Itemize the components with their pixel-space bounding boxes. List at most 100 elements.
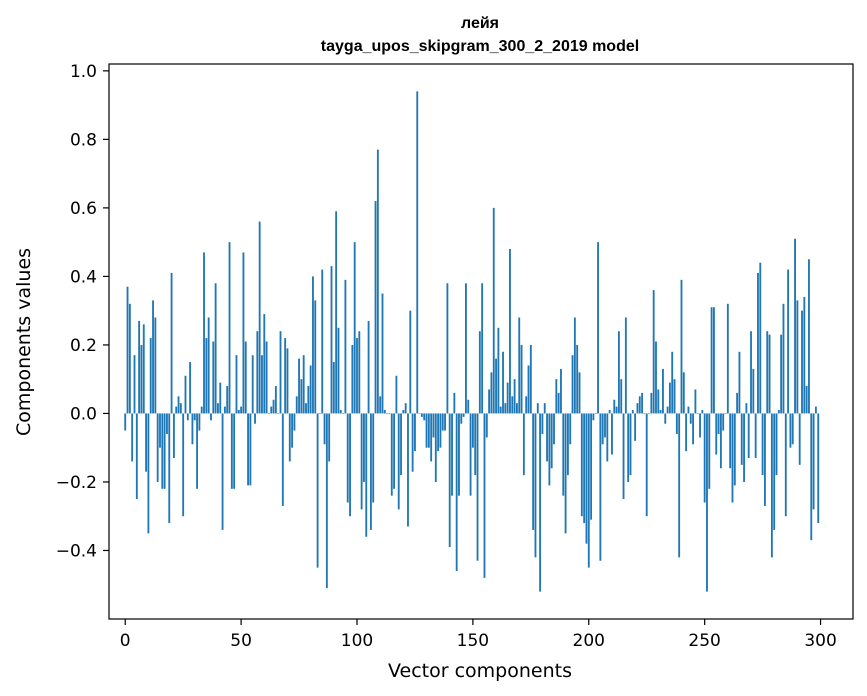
y-tick-label: −0.4 [56, 541, 97, 561]
bar [513, 379, 516, 414]
bar [706, 413, 708, 592]
bar [430, 413, 433, 462]
bar [592, 413, 595, 421]
bar [339, 410, 342, 414]
bar [719, 413, 722, 469]
bar [557, 392, 560, 414]
x-tick-label: 50 [230, 631, 252, 651]
bar [286, 348, 289, 414]
bar [485, 413, 488, 438]
bar [191, 413, 194, 445]
bar [731, 413, 734, 503]
bar [374, 201, 377, 414]
bar [372, 413, 375, 503]
bar [789, 413, 792, 448]
bar [483, 413, 486, 578]
bar [794, 238, 796, 414]
bar [254, 413, 256, 424]
bar [395, 375, 398, 414]
bar [608, 410, 611, 414]
bar [713, 307, 715, 414]
bar [490, 372, 493, 414]
bar [325, 413, 328, 589]
bar [634, 413, 637, 441]
bar [738, 351, 741, 414]
bar [263, 314, 266, 414]
bar [193, 413, 196, 421]
bar [587, 413, 590, 568]
bar [386, 413, 389, 415]
bar [689, 413, 692, 424]
x-axis-label: Vector components [388, 660, 572, 682]
bar [766, 331, 769, 414]
y-axis-ticks: −0.4 −0.2 0.0 0.2 0.4 0.6 0.8 1.0 [56, 62, 109, 561]
bar [768, 334, 771, 414]
bar [546, 413, 548, 462]
bar [770, 413, 773, 558]
bar [611, 413, 613, 455]
bar [207, 317, 210, 414]
bar [284, 338, 287, 414]
x-axis-ticks: 0 50 100 150 200 250 300 [120, 619, 837, 651]
bar [465, 283, 467, 414]
bar [509, 249, 511, 414]
bar [126, 286, 129, 414]
bar [636, 403, 639, 414]
bar [233, 413, 236, 489]
chart-title: лейя [461, 15, 499, 32]
bar [409, 310, 412, 414]
bar [305, 403, 307, 414]
bar [474, 413, 477, 476]
bar [583, 413, 586, 524]
bar [541, 413, 544, 434]
bar [337, 327, 340, 414]
bar [414, 413, 416, 452]
bar [402, 410, 405, 414]
bar [404, 403, 407, 414]
bar [332, 362, 335, 414]
bar [411, 413, 414, 472]
bar [685, 413, 688, 452]
x-tick-label: 100 [341, 631, 373, 651]
bar [481, 283, 484, 414]
bar [506, 382, 509, 414]
bar [346, 413, 349, 503]
bar [265, 341, 268, 414]
bar [752, 368, 755, 414]
bar [696, 413, 699, 415]
bar [488, 389, 491, 414]
bar [657, 389, 660, 414]
bar [536, 403, 539, 414]
bar [186, 413, 189, 421]
bar [251, 355, 254, 414]
bar [240, 406, 243, 414]
bar [576, 344, 579, 414]
bar [666, 406, 669, 414]
bar [168, 413, 171, 524]
bar [124, 413, 127, 431]
bar [210, 413, 212, 421]
bar [379, 396, 382, 414]
bar [624, 317, 627, 414]
bar [597, 242, 599, 414]
bar [650, 392, 653, 414]
bar [184, 375, 187, 414]
bar [539, 413, 542, 592]
bar [604, 413, 606, 438]
x-tick-label: 150 [457, 631, 489, 651]
bar [787, 269, 790, 414]
bar [590, 413, 593, 520]
bar [662, 368, 664, 414]
bar [516, 403, 518, 414]
bar [573, 317, 576, 414]
bar [620, 379, 623, 414]
bar [814, 406, 817, 414]
bar [599, 413, 602, 561]
bar [715, 413, 718, 455]
bar [601, 413, 604, 445]
bar [645, 413, 648, 517]
bar [175, 406, 178, 414]
bar [300, 379, 303, 414]
bar [356, 338, 358, 414]
bar [323, 413, 326, 445]
